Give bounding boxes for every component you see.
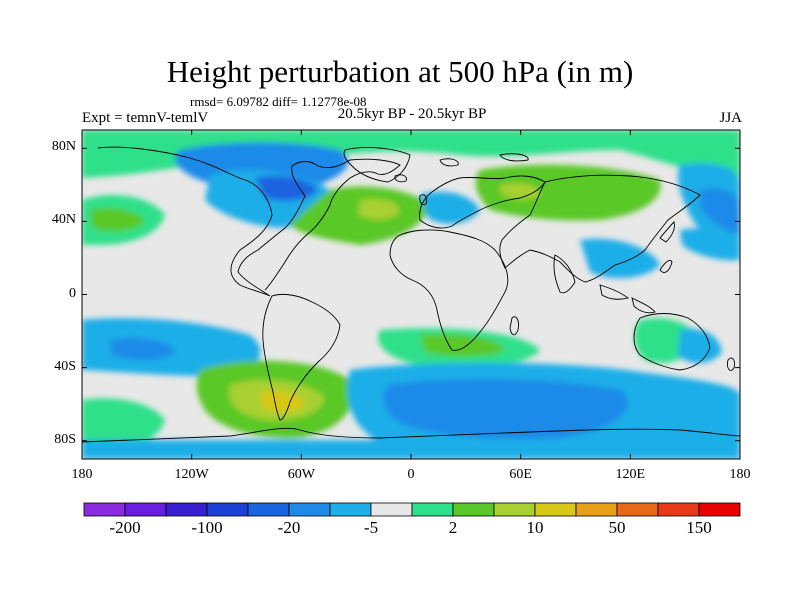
asia-coast bbox=[499, 174, 701, 283]
south-pacific-blue bbox=[110, 338, 175, 360]
axis-ticks bbox=[81, 130, 741, 459]
antarctica-coast bbox=[82, 427, 740, 443]
au-cyan bbox=[678, 328, 722, 364]
south-america-coast bbox=[262, 293, 341, 421]
arctic-green-band bbox=[82, 130, 740, 180]
lon-tick-label: 180 bbox=[729, 467, 751, 482]
british-isles bbox=[419, 194, 428, 205]
west-pacific-lightgreen bbox=[90, 208, 145, 232]
asia-green bbox=[475, 164, 661, 221]
season-label: JJA bbox=[719, 110, 742, 126]
africa-coast bbox=[389, 229, 509, 351]
madagascar-coast bbox=[509, 316, 519, 336]
colorbar bbox=[83, 502, 741, 517]
map-title: Height perturbation at 500 hPa (in m) bbox=[166, 54, 634, 89]
colorbar-label: -5 bbox=[363, 518, 379, 537]
coastlines bbox=[82, 146, 740, 443]
lon-tick-label: 60W bbox=[287, 467, 315, 482]
east-asia-cyan bbox=[580, 238, 660, 279]
europe-cyan bbox=[420, 191, 480, 224]
australia-coast bbox=[633, 313, 711, 371]
colorbar-label: 150 bbox=[686, 518, 712, 537]
height-anomaly-field bbox=[82, 130, 740, 459]
southern-ocean-blue bbox=[383, 378, 628, 440]
north-america-coast bbox=[97, 146, 401, 297]
se-asia-islands bbox=[599, 259, 673, 314]
south-pacific-cyan bbox=[82, 318, 261, 376]
colorbar-label: -100 bbox=[191, 518, 223, 537]
colorbar-label: -20 bbox=[277, 518, 301, 537]
antarctic-band-blue bbox=[82, 440, 740, 459]
north-pacific-cyan bbox=[680, 228, 740, 261]
colorbar-label: 50 bbox=[608, 518, 626, 537]
iceland bbox=[394, 174, 407, 183]
colorbar-label: 10 bbox=[526, 518, 544, 537]
japan-coast bbox=[659, 221, 675, 243]
colorbar-swatch bbox=[493, 502, 536, 517]
lon-tick-label: 0 bbox=[407, 467, 415, 482]
colorbar-swatch bbox=[165, 502, 208, 517]
colorbar-swatch bbox=[206, 502, 249, 517]
south-atlantic-orange bbox=[260, 390, 305, 413]
colorbar-swatch bbox=[288, 502, 331, 517]
na-deep-blue bbox=[255, 175, 318, 201]
colorbar-swatch bbox=[698, 502, 741, 517]
lat-tick-label: 40N bbox=[51, 212, 76, 228]
colorbar-label: -200 bbox=[109, 518, 141, 537]
arctic-islands bbox=[439, 153, 529, 167]
lat-tick-label: 0 bbox=[69, 285, 76, 301]
lon-tick-label: 60E bbox=[509, 467, 532, 482]
colorbar-swatch bbox=[452, 502, 495, 517]
west-southern-green bbox=[82, 398, 165, 452]
colorbar-swatch bbox=[83, 502, 126, 517]
atlantic-yellow bbox=[358, 198, 400, 220]
colorbar-swatch bbox=[247, 502, 290, 517]
period-label: 20.5kyr BP - 20.5kyr BP bbox=[337, 106, 487, 122]
lat-tick-label: 80S bbox=[54, 431, 76, 447]
pacific-blue bbox=[700, 188, 740, 235]
asia-yellow bbox=[500, 183, 540, 200]
lon-tick-label: 120E bbox=[615, 467, 646, 482]
indian-ocean-lightgreen bbox=[420, 334, 505, 357]
atlantic-green bbox=[290, 186, 430, 245]
lon-tick-label: 180 bbox=[71, 467, 93, 482]
colorbar-swatch bbox=[657, 502, 700, 517]
colorbar-swatch bbox=[616, 502, 659, 517]
colorbar-swatch bbox=[124, 502, 167, 517]
colorbar-swatch bbox=[411, 502, 454, 517]
india-coast bbox=[553, 254, 576, 294]
lat-tick-label: 40S bbox=[54, 358, 76, 374]
colorbar-swatch bbox=[575, 502, 618, 517]
colorbar-swatch bbox=[329, 502, 372, 517]
new-zealand-coast bbox=[727, 357, 735, 371]
colorbar-swatch bbox=[370, 502, 413, 517]
greenland-coast bbox=[343, 147, 411, 183]
statistics-label: rmsd= 6.09782 diff= 1.12778e-08 bbox=[190, 94, 367, 109]
experiment-label: Expt = temnV-temlV bbox=[82, 110, 209, 126]
lon-tick-label: 120W bbox=[174, 467, 209, 482]
colorbar-swatch bbox=[534, 502, 577, 517]
colorbar-label: 2 bbox=[448, 518, 458, 537]
lat-tick-label: 80N bbox=[51, 139, 76, 155]
